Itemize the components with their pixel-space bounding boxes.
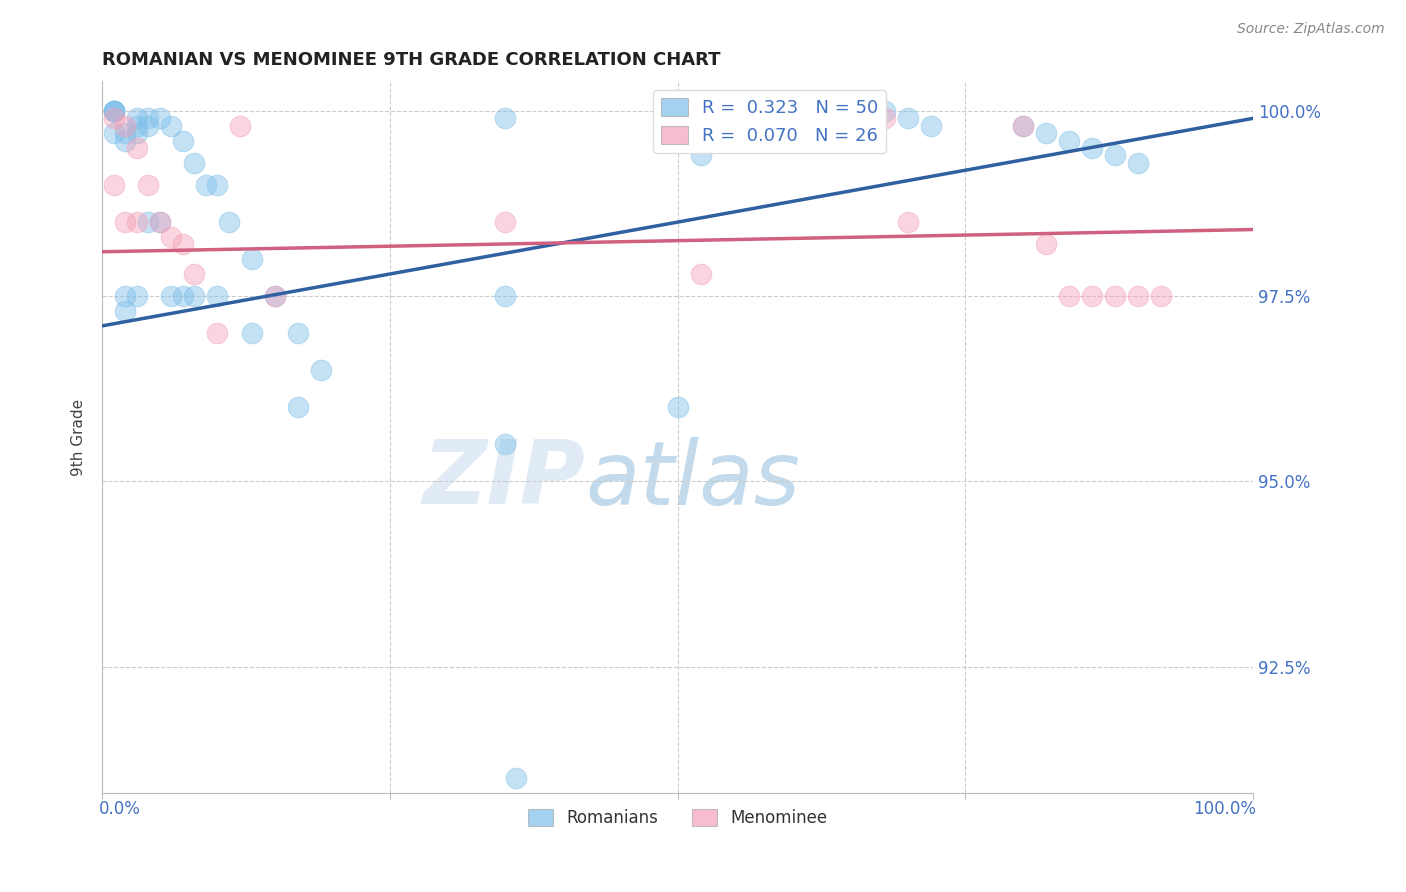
Point <box>125 289 148 303</box>
Point <box>149 215 172 229</box>
Point <box>263 289 285 303</box>
Point <box>103 103 125 118</box>
Point <box>1126 156 1149 170</box>
Point <box>1080 141 1102 155</box>
Point <box>125 215 148 229</box>
Point <box>207 289 229 303</box>
Point <box>103 112 125 126</box>
Text: atlas: atlas <box>585 437 800 523</box>
Point <box>309 363 332 377</box>
Point <box>207 326 229 341</box>
Y-axis label: 9th Grade: 9th Grade <box>72 399 86 475</box>
Point <box>494 112 516 126</box>
Point <box>689 267 711 281</box>
Point <box>103 178 125 192</box>
Point <box>873 112 896 126</box>
Point <box>689 148 711 162</box>
Point <box>114 119 136 133</box>
Point <box>125 112 148 126</box>
Point <box>666 401 689 415</box>
Point <box>103 103 125 118</box>
Text: ROMANIAN VS MENOMINEE 9TH GRADE CORRELATION CHART: ROMANIAN VS MENOMINEE 9TH GRADE CORRELAT… <box>103 51 721 69</box>
Point <box>172 237 194 252</box>
Point <box>1057 134 1080 148</box>
Point <box>1080 289 1102 303</box>
Point <box>125 126 148 140</box>
Point <box>125 119 148 133</box>
Point <box>494 437 516 451</box>
Point <box>1011 119 1033 133</box>
Point <box>494 289 516 303</box>
Point <box>1126 289 1149 303</box>
Point <box>114 289 136 303</box>
Point <box>194 178 217 192</box>
Text: ZIP: ZIP <box>423 436 585 524</box>
Point <box>287 401 309 415</box>
Point <box>666 119 689 133</box>
Point <box>1104 289 1126 303</box>
Point <box>103 103 125 118</box>
Point <box>136 178 159 192</box>
Point <box>183 267 205 281</box>
Point <box>1035 237 1057 252</box>
Point <box>218 215 240 229</box>
Legend: Romanians, Menominee: Romanians, Menominee <box>522 803 834 834</box>
Point <box>287 326 309 341</box>
Point <box>114 304 136 318</box>
Point <box>172 134 194 148</box>
Point <box>1011 119 1033 133</box>
Point <box>494 215 516 229</box>
Point <box>920 119 942 133</box>
Point <box>1104 148 1126 162</box>
Point <box>114 215 136 229</box>
Point <box>114 126 136 140</box>
Point <box>263 289 285 303</box>
Point <box>897 215 920 229</box>
Point <box>183 156 205 170</box>
Point <box>136 215 159 229</box>
Point <box>240 326 263 341</box>
Point <box>1150 289 1173 303</box>
Text: 0.0%: 0.0% <box>98 800 141 818</box>
Point <box>103 103 125 118</box>
Point <box>1057 289 1080 303</box>
Point <box>183 289 205 303</box>
Text: 100.0%: 100.0% <box>1194 800 1257 818</box>
Point <box>172 289 194 303</box>
Point <box>240 252 263 267</box>
Point <box>149 215 172 229</box>
Point <box>160 289 183 303</box>
Point <box>1035 126 1057 140</box>
Point <box>873 103 896 118</box>
Point <box>666 119 689 133</box>
Point <box>136 119 159 133</box>
Point <box>897 112 920 126</box>
Point <box>505 771 527 785</box>
Point <box>103 126 125 140</box>
Point <box>136 112 159 126</box>
Point <box>207 178 229 192</box>
Point <box>125 141 148 155</box>
Point <box>114 134 136 148</box>
Text: Source: ZipAtlas.com: Source: ZipAtlas.com <box>1237 22 1385 37</box>
Point <box>229 119 252 133</box>
Point <box>160 119 183 133</box>
Point <box>160 230 183 244</box>
Point <box>149 112 172 126</box>
